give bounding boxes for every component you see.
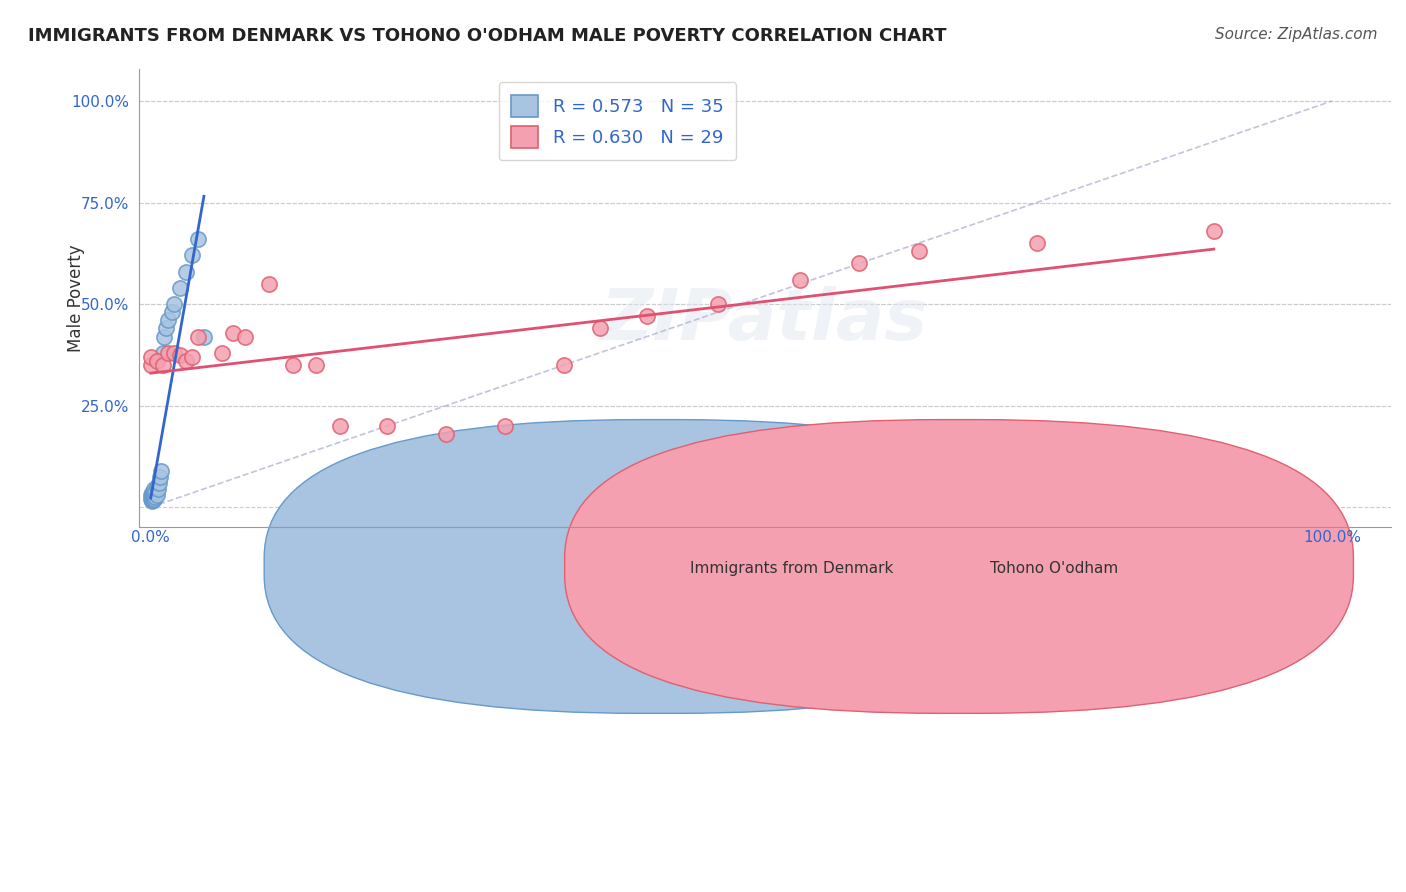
Point	[139, 488, 162, 502]
Point	[145, 490, 167, 504]
Point	[145, 484, 167, 499]
Point	[160, 305, 183, 319]
Text: Male Poverty: Male Poverty	[67, 244, 86, 351]
Point	[145, 480, 167, 494]
Point	[141, 488, 163, 502]
FancyBboxPatch shape	[565, 419, 1354, 714]
Point	[141, 486, 163, 500]
Point	[434, 427, 457, 442]
Point	[636, 310, 658, 324]
Point	[142, 487, 165, 501]
Point	[553, 358, 575, 372]
Point	[305, 358, 328, 372]
Point	[174, 354, 197, 368]
Point	[157, 346, 180, 360]
Point	[143, 486, 166, 500]
Point	[152, 329, 174, 343]
Point	[142, 484, 165, 499]
Point	[329, 419, 352, 434]
Point	[181, 350, 204, 364]
Point	[143, 482, 166, 496]
Text: Immigrants from Denmark: Immigrants from Denmark	[690, 561, 893, 576]
Point	[848, 256, 870, 270]
Point	[1202, 224, 1225, 238]
FancyBboxPatch shape	[264, 419, 1053, 714]
Point	[148, 475, 170, 490]
Point	[1025, 236, 1047, 251]
Point	[163, 346, 186, 360]
Point	[143, 491, 166, 506]
Point	[155, 321, 177, 335]
Point	[149, 469, 172, 483]
Text: 0.0%: 0.0%	[131, 530, 170, 545]
Point	[222, 326, 245, 340]
Point	[907, 244, 929, 259]
Point	[157, 313, 180, 327]
Point	[146, 482, 169, 496]
Point	[141, 491, 163, 506]
Point	[141, 490, 163, 504]
Point	[257, 277, 280, 291]
Point	[145, 488, 167, 502]
Text: Tohono O'odham: Tohono O'odham	[990, 561, 1119, 576]
Point	[789, 273, 811, 287]
Point	[706, 297, 728, 311]
Point	[169, 281, 191, 295]
Point	[163, 297, 186, 311]
Point	[494, 419, 516, 434]
Point	[139, 491, 162, 506]
Point	[193, 329, 215, 343]
Point	[152, 358, 174, 372]
Point	[187, 329, 209, 343]
Point	[145, 354, 167, 368]
Point	[150, 464, 173, 478]
Point	[142, 489, 165, 503]
Text: ZIPatlas: ZIPatlas	[602, 286, 929, 355]
Point	[233, 329, 256, 343]
Point	[139, 350, 162, 364]
Point	[139, 358, 162, 372]
Point	[281, 358, 304, 372]
Point	[142, 492, 165, 507]
Point	[588, 321, 610, 335]
Point	[187, 232, 209, 246]
Point	[375, 419, 398, 434]
Point	[141, 494, 163, 508]
Point	[181, 248, 204, 262]
Text: IMMIGRANTS FROM DENMARK VS TOHONO O'ODHAM MALE POVERTY CORRELATION CHART: IMMIGRANTS FROM DENMARK VS TOHONO O'ODHA…	[28, 27, 946, 45]
Point	[169, 348, 191, 362]
Point	[142, 491, 165, 506]
Point	[152, 346, 174, 360]
Point	[211, 346, 233, 360]
Text: Source: ZipAtlas.com: Source: ZipAtlas.com	[1215, 27, 1378, 42]
Text: 100.0%: 100.0%	[1303, 530, 1361, 545]
Point	[143, 489, 166, 503]
Point	[174, 264, 197, 278]
Legend: R = 0.573   N = 35, R = 0.630   N = 29: R = 0.573 N = 35, R = 0.630 N = 29	[499, 82, 737, 161]
